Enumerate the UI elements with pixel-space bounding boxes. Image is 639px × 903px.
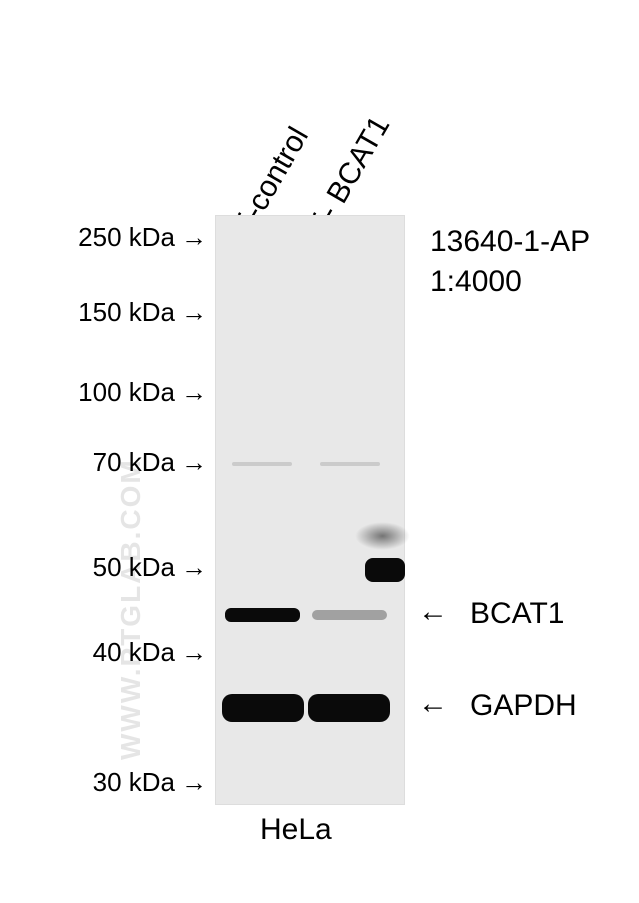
arrow-icon: → [181, 377, 207, 408]
label-bcat1: BCAT1 [470, 597, 564, 631]
band-faint-70k-l1 [232, 462, 292, 466]
marker-70-text: 70 kDa [93, 447, 175, 477]
band-bcat1-lane1 [225, 608, 300, 622]
marker-30: 30 kDa→ [93, 767, 207, 798]
marker-100-text: 100 kDa [78, 377, 175, 407]
antibody-dilution: 1:4000 [430, 265, 522, 299]
marker-250: 250 kDa→ [78, 222, 207, 253]
band-gapdh-lane2 [308, 694, 390, 722]
marker-30-text: 30 kDa [93, 767, 175, 797]
arrow-bcat1: ← [418, 595, 448, 629]
marker-50-text: 50 kDa [93, 552, 175, 582]
arrow-icon: → [181, 447, 207, 478]
arrow-icon: → [181, 222, 207, 253]
arrow-gapdh: ← [418, 687, 448, 721]
marker-50: 50 kDa→ [93, 552, 207, 583]
marker-40-text: 40 kDa [93, 637, 175, 667]
arrow-icon: → [181, 767, 207, 798]
marker-150: 150 kDa→ [78, 297, 207, 328]
marker-40: 40 kDa→ [93, 637, 207, 668]
band-faint-70k-l2 [320, 462, 380, 466]
arrow-icon: → [181, 297, 207, 328]
sample-label: HeLa [260, 813, 332, 847]
band-nonspecific-upper [355, 522, 410, 550]
arrow-icon: → [181, 637, 207, 668]
band-bcat1-lane2 [312, 610, 387, 620]
band-nonspecific-lower [365, 558, 405, 582]
label-gapdh: GAPDH [470, 689, 577, 723]
watermark-text: WWW.PTGLAB.COM [115, 458, 147, 760]
marker-150-text: 150 kDa [78, 297, 175, 327]
marker-100: 100 kDa→ [78, 377, 207, 408]
antibody-id: 13640-1-AP [430, 225, 590, 259]
band-gapdh-lane1 [222, 694, 304, 722]
blot-figure: WWW.PTGLAB.COM si-control si- BCAT1 250 … [0, 0, 639, 903]
marker-250-text: 250 kDa [78, 222, 175, 252]
arrow-icon: → [181, 552, 207, 583]
marker-70: 70 kDa→ [93, 447, 207, 478]
